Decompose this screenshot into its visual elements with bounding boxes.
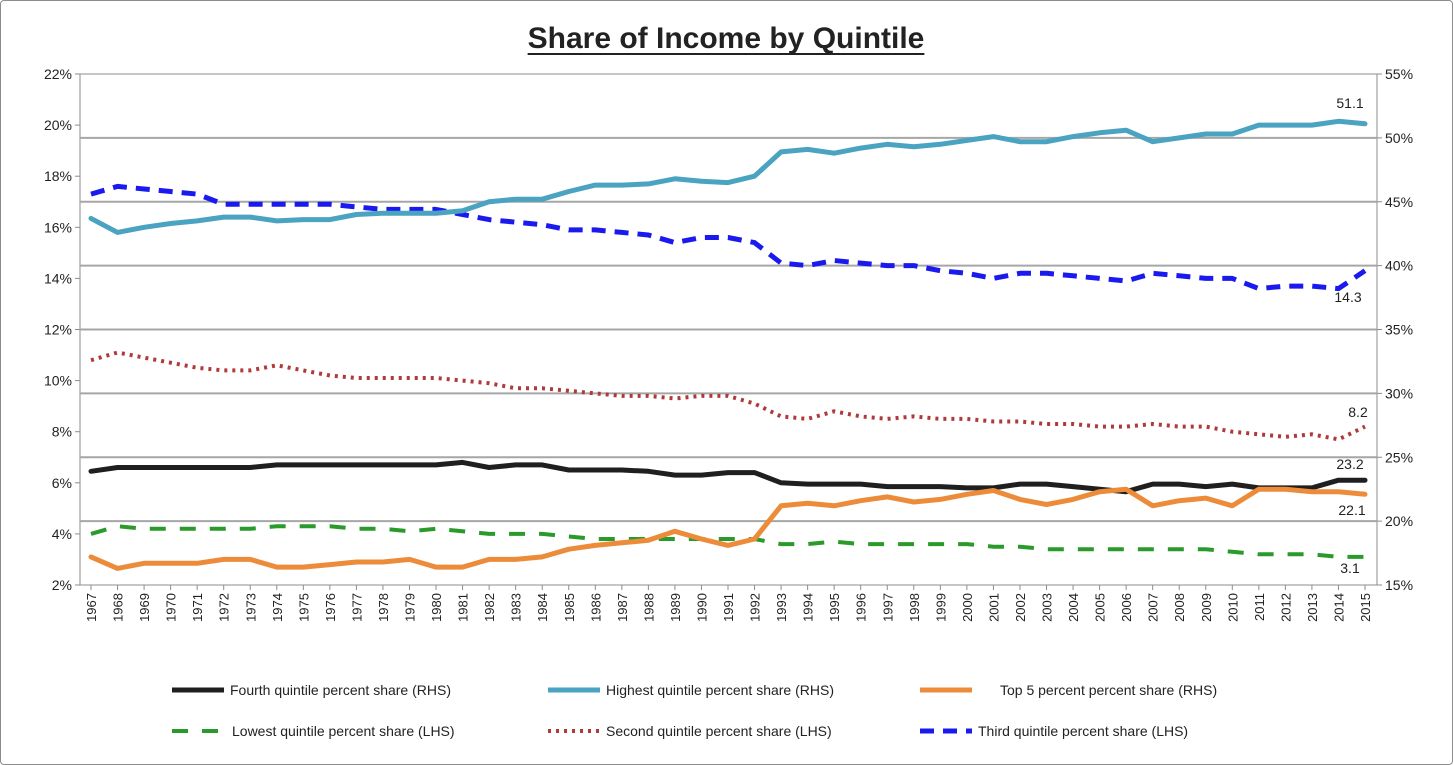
- x-tick-label: 1971: [190, 593, 205, 622]
- x-tick-label: 1985: [562, 593, 577, 622]
- end-value-label: 8.2: [1348, 404, 1368, 420]
- left-tick-label: 14%: [44, 270, 72, 286]
- x-tick-label: 1975: [296, 593, 311, 622]
- legend: Fourth quintile percent share (RHS) Highe…: [172, 682, 1217, 739]
- end-value-label: 22.1: [1338, 502, 1365, 518]
- x-tick-label: 2006: [1119, 593, 1134, 622]
- x-tick-label: 2003: [1040, 593, 1055, 622]
- x-tick-label: 1998: [907, 593, 922, 622]
- x-tick-label: 1973: [243, 593, 258, 622]
- left-tick-label: 20%: [44, 117, 72, 133]
- x-tick-label: 1967: [84, 593, 99, 622]
- x-tick-label: 1991: [721, 593, 736, 622]
- end-value-label: 51.1: [1336, 95, 1363, 111]
- left-tick-label: 10%: [44, 373, 72, 389]
- right-tick-label: 20%: [1385, 513, 1413, 529]
- x-tick-label: 1984: [535, 593, 550, 622]
- x-tick-label: 1980: [429, 593, 444, 622]
- x-tick-label: 1978: [376, 593, 391, 622]
- x-tick-label: 1992: [748, 593, 763, 622]
- left-tick-label: 18%: [44, 168, 72, 184]
- right-tick-label: 25%: [1385, 449, 1413, 465]
- x-tick-label: 2002: [1013, 593, 1028, 622]
- x-tick-label: 2012: [1278, 593, 1293, 622]
- x-tick-label: 1968: [111, 593, 126, 622]
- x-tick-label: 1979: [403, 593, 418, 622]
- right-tick-label: 30%: [1385, 385, 1413, 401]
- x-tick-label: 1986: [588, 593, 603, 622]
- chart-title: Share of Income by Quintile: [528, 22, 925, 55]
- x-tick-label: 2015: [1358, 593, 1373, 622]
- x-tick-label: 2001: [986, 593, 1001, 622]
- end-value-label: 3.1: [1340, 560, 1360, 576]
- fourth-quintile-series-line: [88, 459, 1368, 495]
- x-tick-label: 1999: [933, 593, 948, 622]
- right-tick-label: 15%: [1385, 577, 1413, 593]
- x-axis: 1967 1968 1969 1970 1971 1972 1973 1974 1975 1976…: [84, 585, 1373, 622]
- x-tick-label: 2008: [1172, 593, 1187, 622]
- left-tick-label: 6%: [52, 475, 72, 491]
- x-tick-label: 1995: [827, 593, 842, 622]
- x-tick-label: 2013: [1305, 593, 1320, 622]
- x-tick-label: 1974: [270, 593, 285, 622]
- right-tick-label: 55%: [1385, 66, 1413, 82]
- left-y-axis: 2% 4% 6% 8% 10% 12% 14% 16% 18% 20% 22%: [44, 66, 80, 593]
- left-tick-label: 12%: [44, 322, 72, 338]
- x-tick-label: 1981: [456, 593, 471, 622]
- right-tick-label: 40%: [1385, 258, 1413, 274]
- x-tick-label: 1997: [880, 593, 895, 622]
- third-quintile-legend-label: Third quintile percent share (LHS): [978, 723, 1188, 739]
- left-tick-label: 8%: [52, 424, 72, 440]
- top-5-percent-legend-label: Top 5 percent percent share (RHS): [1000, 682, 1217, 698]
- x-tick-label: 1970: [164, 593, 179, 622]
- x-tick-label: 2005: [1093, 593, 1108, 622]
- x-tick-label: 1990: [694, 593, 709, 622]
- left-tick-label: 2%: [52, 577, 72, 593]
- gridlines: [80, 136, 1377, 523]
- top-5-percent-series-line: [88, 486, 1368, 571]
- annotation-layer: 51.1 14.3 8.2 23.2 22.1 3.1: [1334, 95, 1368, 576]
- x-tick-label: 1989: [668, 593, 683, 622]
- right-tick-label: 35%: [1385, 322, 1413, 338]
- x-tick-label: 1987: [615, 593, 630, 622]
- x-tick-label: 1994: [801, 593, 816, 622]
- x-tick-label: 1977: [349, 593, 364, 622]
- x-tick-label: 2010: [1225, 593, 1240, 622]
- right-tick-label: 45%: [1385, 194, 1413, 210]
- x-tick-label: 2011: [1252, 593, 1267, 621]
- highest-quintile-legend-label: Highest quintile percent share (RHS): [606, 682, 834, 698]
- second-quintile-series-line: [90, 350, 1366, 442]
- highest-quintile-series-line: [88, 118, 1368, 235]
- lowest-quintile-series-line: [90, 524, 1365, 559]
- third-quintile-series-line: [90, 183, 1367, 292]
- x-tick-label: 1996: [854, 593, 869, 622]
- left-tick-label: 4%: [52, 526, 72, 542]
- fourth-quintile-legend-label: Fourth quintile percent share (RHS): [230, 682, 451, 698]
- x-tick-label: 1993: [774, 593, 789, 622]
- second-quintile-legend-label: Second quintile percent share (LHS): [606, 723, 832, 739]
- series-layer: [88, 118, 1368, 571]
- end-value-label: 23.2: [1336, 456, 1363, 472]
- x-tick-label: 1969: [137, 593, 152, 622]
- right-tick-label: 50%: [1385, 130, 1413, 146]
- x-tick-label: 1988: [641, 593, 656, 622]
- x-tick-label: 2009: [1199, 593, 1214, 622]
- x-tick-label: 1982: [482, 593, 497, 622]
- left-tick-label: 22%: [44, 66, 72, 82]
- left-tick-label: 16%: [44, 219, 72, 235]
- right-y-axis: 15% 20% 25% 30% 35% 40% 45% 50% 55%: [1377, 66, 1413, 593]
- x-tick-label: 2004: [1066, 593, 1081, 622]
- x-tick-label: 1972: [217, 593, 232, 622]
- x-tick-label: 1983: [509, 593, 524, 622]
- lowest-quintile-legend-label: Lowest quintile percent share (LHS): [232, 723, 455, 739]
- x-tick-label: 2014: [1331, 593, 1346, 622]
- end-value-label: 14.3: [1334, 289, 1361, 305]
- x-tick-label: 2007: [1146, 593, 1161, 622]
- x-tick-label: 1976: [323, 593, 338, 622]
- x-tick-label: 2000: [960, 593, 975, 622]
